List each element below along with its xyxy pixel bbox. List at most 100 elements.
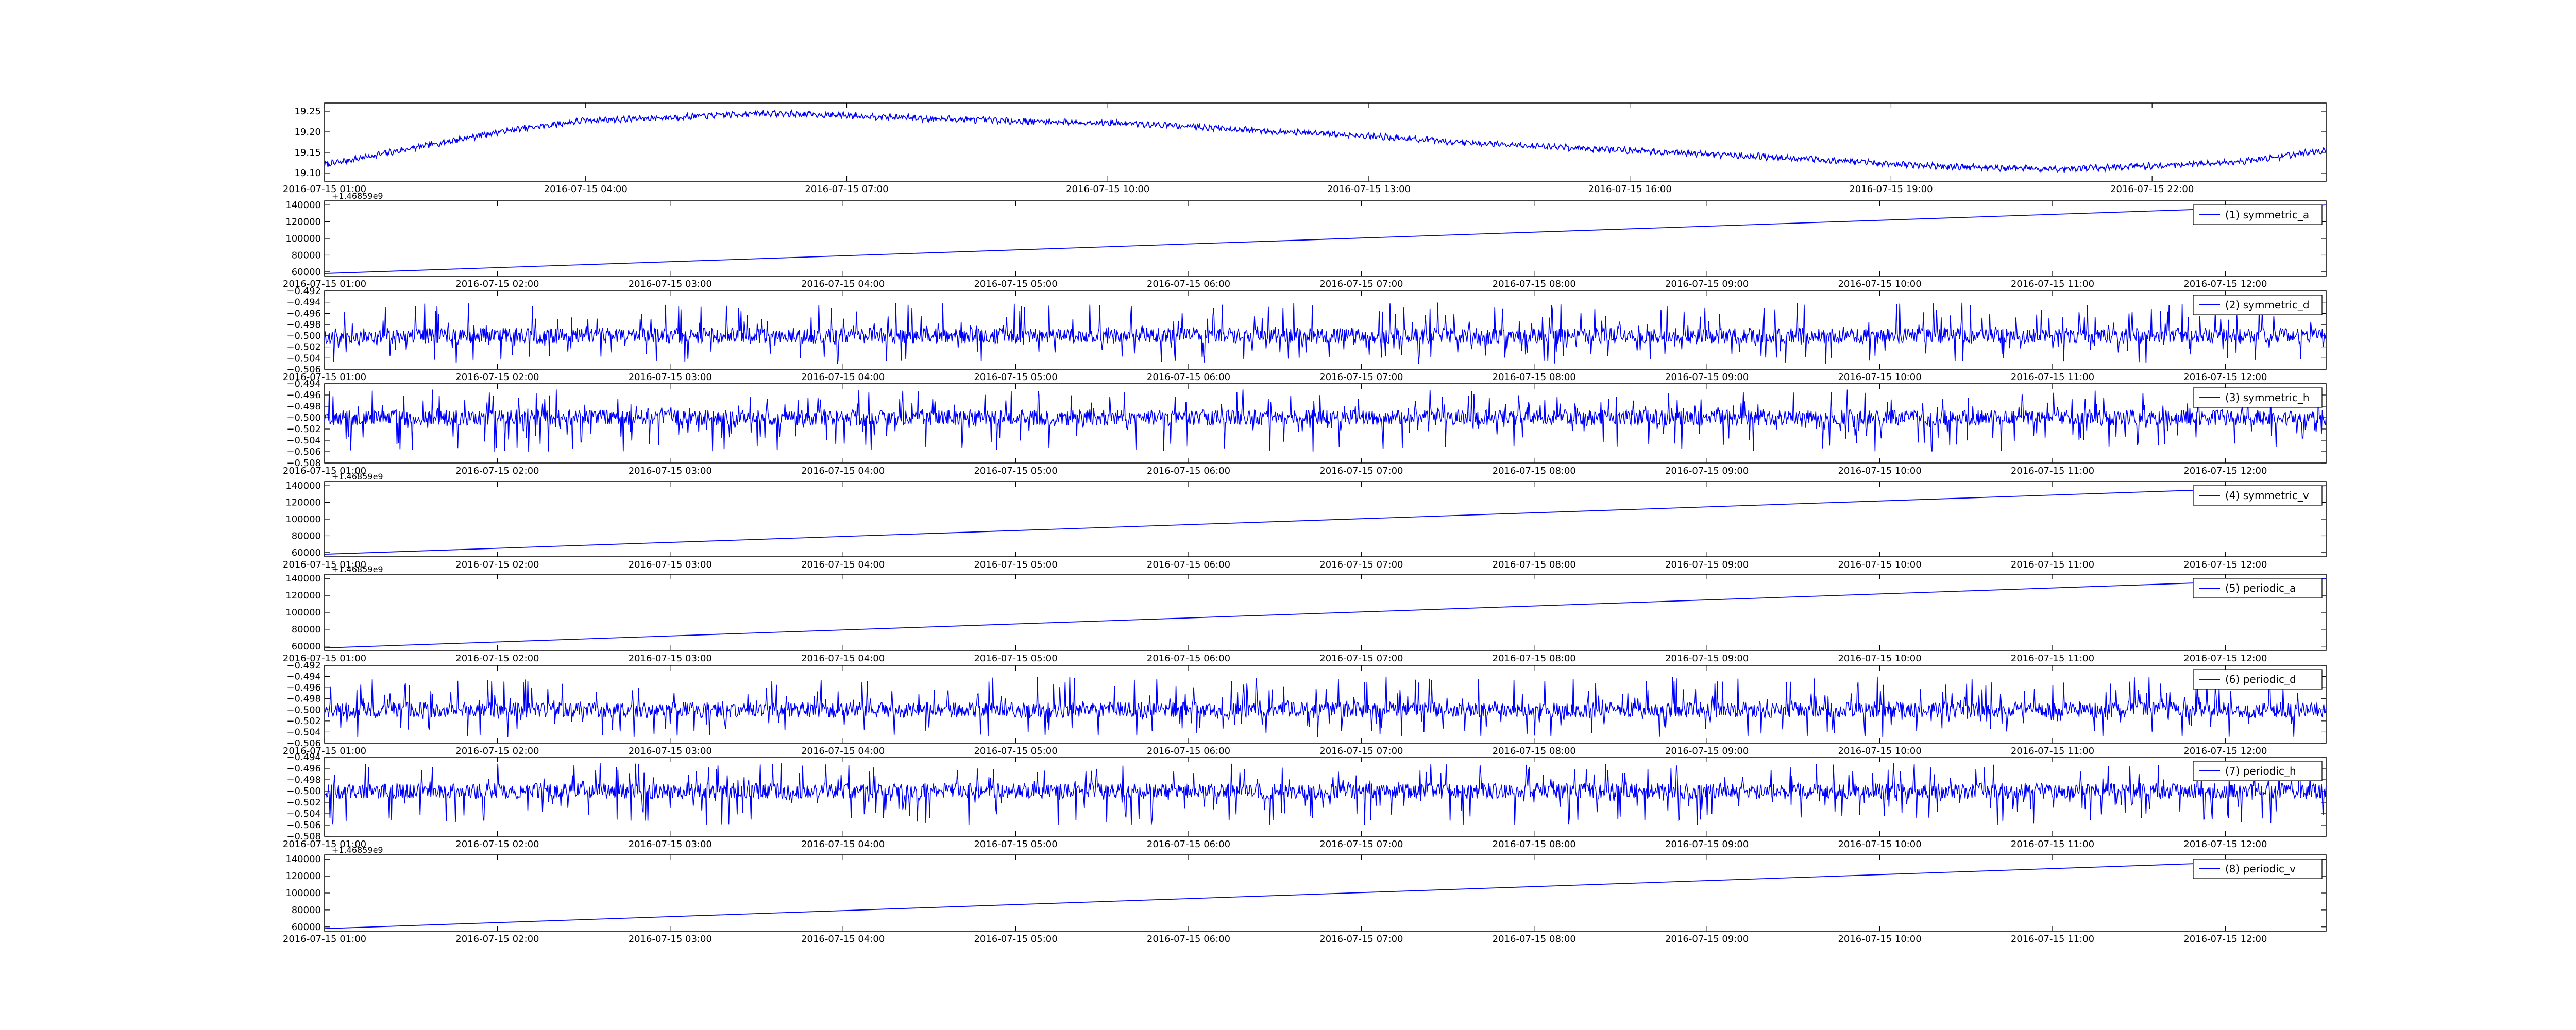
chart-panel-1: 19.10 19.15 19.20 19.25 2016-07-15 01:00 2016… <box>283 102 2327 195</box>
x-tick-label: 2016-07-15 02:00 <box>455 279 539 289</box>
series-line <box>324 763 2327 826</box>
legend: (6) periodic_d <box>2193 669 2323 690</box>
x-tick-label: 2016-07-15 09:00 <box>1665 746 1749 757</box>
y-tick-label: −0.498 <box>286 775 321 785</box>
x-tick-label: 2016-07-15 06:00 <box>1147 746 1230 757</box>
y-tick-label: 19.25 <box>294 106 321 117</box>
series-line <box>324 389 2327 452</box>
chart-panel-4: −0.508−0.506−0.504−0.502−0.500−0.498−0.4… <box>283 379 2327 476</box>
x-tick-label: 2016-07-15 08:00 <box>1493 279 1576 289</box>
x-tick-label: 2016-07-15 05:00 <box>974 559 1057 570</box>
series-line <box>324 676 2327 737</box>
series-line <box>324 204 2327 274</box>
y-tick-label: −0.498 <box>286 694 321 705</box>
y-tick-label: −0.504 <box>286 353 321 364</box>
y-tick-label: −0.500 <box>286 331 321 341</box>
x-tick-label: 2016-07-15 12:00 <box>2183 559 2267 570</box>
legend-label: (6) periodic_d <box>2225 673 2296 685</box>
legend-label: (5) periodic_a <box>2225 582 2296 594</box>
x-tick-label: 2016-07-15 12:00 <box>2183 934 2267 945</box>
x-tick-label: 2016-07-15 01:00 <box>283 184 366 195</box>
x-tick-label: 2016-07-15 05:00 <box>974 466 1057 476</box>
y-tick-label: 19.15 <box>294 147 321 158</box>
x-tick-label: 2016-07-15 11:00 <box>2011 372 2094 383</box>
x-tick-label: 2016-07-15 08:00 <box>1493 372 1576 383</box>
x-tick-label: 2016-07-15 06:00 <box>1147 653 1230 664</box>
x-tick-label: 2016-07-15 05:00 <box>974 746 1057 757</box>
x-tick-label: 2016-07-15 12:00 <box>2183 839 2267 850</box>
x-tick-label: 2016-07-15 06:00 <box>1147 279 1230 289</box>
x-tick-label: 2016-07-15 01:00 <box>283 653 366 664</box>
legend: (8) periodic_v <box>2193 859 2323 879</box>
x-tick-label: 2016-07-15 10:00 <box>1838 466 1921 476</box>
x-tick-label: 2016-07-15 11:00 <box>2011 466 2094 476</box>
legend-label: (1) symmetric_a <box>2225 209 2309 221</box>
x-tick-label: 2016-07-15 03:00 <box>629 934 712 945</box>
x-tick-label: 2016-07-15 02:00 <box>455 653 539 664</box>
x-tick-label: 2016-07-15 03:00 <box>629 372 712 383</box>
x-tick-label: 2016-07-15 10:00 <box>1838 934 1921 945</box>
x-tick-label: 2016-07-15 01:00 <box>283 372 366 383</box>
x-tick-label: 2016-07-15 12:00 <box>2183 372 2267 383</box>
x-tick-label: 2016-07-15 22:00 <box>2110 184 2194 195</box>
x-tick-label: 2016-07-15 06:00 <box>1147 559 1230 570</box>
x-tick-label: 2016-07-15 10:00 <box>1838 279 1921 289</box>
axes-frame <box>324 290 2327 370</box>
x-tick-label: 2016-07-15 04:00 <box>801 839 885 850</box>
legend-label: (4) symmetric_v <box>2225 489 2309 502</box>
offset-label: +1.46859e9 <box>332 564 383 574</box>
y-tick-label: 60000 <box>292 922 321 933</box>
x-tick-label: 2016-07-15 07:00 <box>1319 934 1403 945</box>
series-line <box>324 485 2327 555</box>
y-tick-label: 140000 <box>285 200 321 211</box>
x-tick-label: 2016-07-15 05:00 <box>974 279 1057 289</box>
y-tick-label: −0.496 <box>286 682 321 693</box>
x-tick-label: 2016-07-15 09:00 <box>1665 279 1749 289</box>
x-tick-label: 2016-07-15 01:00 <box>283 839 366 850</box>
x-tick-label: 2016-07-15 03:00 <box>629 466 712 476</box>
x-tick-label: 2016-07-15 01:00 <box>283 279 366 289</box>
series-line <box>324 109 2327 173</box>
x-tick-label: 2016-07-15 08:00 <box>1493 746 1576 757</box>
legend-label: (3) symmetric_h <box>2225 391 2310 404</box>
y-tick-label: 140000 <box>285 573 321 584</box>
x-tick-label: 2016-07-15 04:00 <box>801 372 885 383</box>
y-tick-label: 120000 <box>285 497 321 508</box>
x-tick-label: 2016-07-15 11:00 <box>2011 934 2094 945</box>
legend: (7) periodic_h <box>2193 761 2323 781</box>
x-tick-label: 2016-07-15 07:00 <box>1319 279 1403 289</box>
y-tick-label: −0.502 <box>286 716 321 727</box>
x-tick-label: 2016-07-15 03:00 <box>629 279 712 289</box>
chart-panel-6: 60000 80000 100000 120000 140000 2016-07-15 0… <box>283 564 2327 664</box>
y-tick-label: −0.502 <box>286 424 321 435</box>
y-tick-label: −0.502 <box>286 342 321 353</box>
y-tick-label: −0.494 <box>286 752 321 763</box>
x-tick-label: 2016-07-15 06:00 <box>1147 934 1230 945</box>
y-tick-label: −0.500 <box>286 413 321 423</box>
x-tick-label: 2016-07-15 02:00 <box>455 839 539 850</box>
y-tick-label: −0.492 <box>286 286 321 297</box>
y-tick-label: 100000 <box>285 888 321 899</box>
x-tick-label: 2016-07-15 05:00 <box>974 839 1057 850</box>
y-tick-label: −0.494 <box>286 379 321 389</box>
x-tick-label: 2016-07-15 13:00 <box>1327 184 1411 195</box>
x-tick-label: 2016-07-15 02:00 <box>455 746 539 757</box>
y-tick-label: −0.504 <box>286 727 321 737</box>
y-tick-label: 120000 <box>285 871 321 882</box>
chart-panel-7: −0.506−0.504−0.502−0.500−0.498−0.496−0.4… <box>283 660 2327 757</box>
y-tick-label: −0.492 <box>286 660 321 671</box>
x-tick-label: 2016-07-15 07:00 <box>1319 559 1403 570</box>
x-tick-label: 2016-07-15 10:00 <box>1838 839 1921 850</box>
x-tick-label: 2016-07-15 01:00 <box>283 559 366 570</box>
x-tick-label: 2016-07-15 11:00 <box>2011 279 2094 289</box>
axes-frame <box>324 757 2327 837</box>
legend-label: (2) symmetric_d <box>2225 299 2310 311</box>
axes-frame <box>324 665 2327 744</box>
x-tick-label: 2016-07-15 02:00 <box>455 466 539 476</box>
y-tick-label: 19.20 <box>294 127 321 138</box>
x-tick-label: 2016-07-15 10:00 <box>1838 746 1921 757</box>
x-tick-label: 2016-07-15 11:00 <box>2011 559 2094 570</box>
x-tick-label: 2016-07-15 10:00 <box>1838 559 1921 570</box>
y-tick-label: 60000 <box>292 641 321 652</box>
y-tick-label: 80000 <box>292 530 321 541</box>
